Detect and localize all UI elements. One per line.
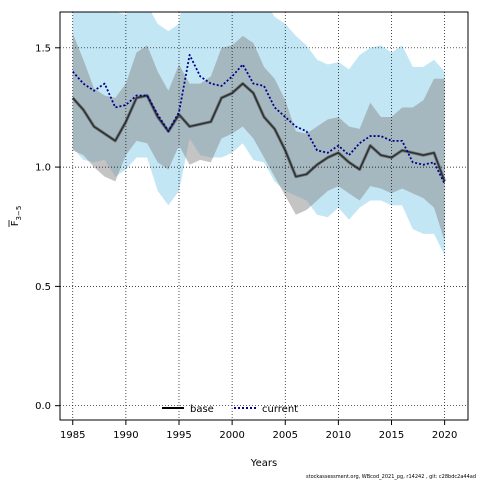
svg-text:F3−5: F3−5 <box>10 206 23 227</box>
y-axis: 0.0 0.5 1.0 1.5 <box>35 43 60 412</box>
legend: base current <box>162 404 298 415</box>
y-tick-label: 1.0 <box>35 163 51 174</box>
confidence-bands <box>72 12 445 256</box>
y-axis-title-sub: 3−5 <box>15 206 23 221</box>
legend-current-label: current <box>262 404 298 415</box>
grid-lines <box>60 12 468 420</box>
y-axis-title-main: F <box>10 220 21 226</box>
legend-base-label: base <box>190 404 214 415</box>
x-axis: 1985 1990 1995 2000 2005 2010 2015 2020 <box>60 420 457 441</box>
y-tick-label: 0.0 <box>35 401 51 412</box>
plot-frame <box>59 11 469 421</box>
x-tick-label: 1990 <box>113 430 138 441</box>
band-base <box>72 33 445 242</box>
series-line-base <box>72 82 446 182</box>
footer-text: stockassessment.org, WBcod_2021_pg, r142… <box>306 474 476 480</box>
x-tick-label: 2015 <box>379 430 404 441</box>
x-tick-label: 1985 <box>60 430 85 441</box>
x-tick-label: 2000 <box>219 430 244 441</box>
x-tick-label: 2020 <box>432 430 457 441</box>
y-tick-label: 1.5 <box>35 43 51 54</box>
x-tick-label: 2010 <box>326 430 351 441</box>
series-line-current <box>72 54 446 185</box>
y-axis-title: F3−5 <box>8 206 23 227</box>
x-tick-label: 1995 <box>166 430 191 441</box>
x-tick-label: 2005 <box>273 430 298 441</box>
series-lines <box>71 54 447 185</box>
y-tick-label: 0.5 <box>35 282 51 293</box>
x-axis-title: Years <box>250 458 277 469</box>
